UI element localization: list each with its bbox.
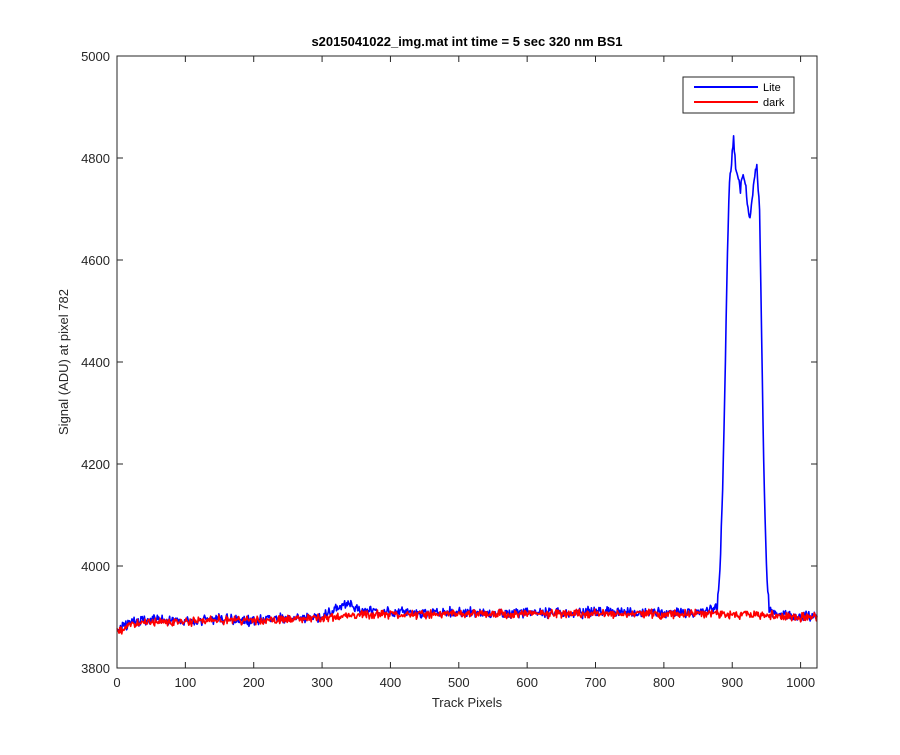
series-layer bbox=[116, 135, 818, 635]
y-tick-label: 4800 bbox=[81, 151, 110, 166]
y-axis-label: Signal (ADU) at pixel 782 bbox=[56, 289, 71, 435]
x-tick-label: 500 bbox=[448, 675, 470, 690]
ticks-layer: 0 100 200 300 400 500 600 700 800 900 1000 3800 4000… bbox=[81, 49, 817, 690]
x-tick-label: 1000 bbox=[786, 675, 815, 690]
y-tick-label: 4600 bbox=[81, 253, 110, 268]
x-axis-label: Track Pixels bbox=[432, 695, 503, 710]
x-tick-label: 800 bbox=[653, 675, 675, 690]
y-tick-label: 3800 bbox=[81, 661, 110, 676]
x-tick-label: 0 bbox=[113, 675, 120, 690]
y-tick-label: 4200 bbox=[81, 457, 110, 472]
legend: Lite dark bbox=[682, 76, 795, 114]
x-tick-label: 200 bbox=[243, 675, 265, 690]
x-tick-label: 900 bbox=[721, 675, 743, 690]
x-tick-label: 700 bbox=[585, 675, 607, 690]
legend-label-dark: dark bbox=[763, 97, 785, 109]
y-tick-label: 4000 bbox=[81, 559, 110, 574]
plot-area bbox=[117, 56, 817, 668]
legend-label-lite: Lite bbox=[763, 82, 781, 94]
y-tick-label: 5000 bbox=[81, 49, 110, 64]
legend-box bbox=[682, 76, 795, 114]
x-tick-label: 100 bbox=[175, 675, 197, 690]
x-tick-label: 300 bbox=[311, 675, 333, 690]
series-line-dark bbox=[116, 608, 818, 635]
series-line-lite bbox=[116, 135, 818, 634]
x-tick-label: 400 bbox=[380, 675, 402, 690]
x-tick-label: 600 bbox=[516, 675, 538, 690]
y-tick-label: 4400 bbox=[81, 355, 110, 370]
chart-title: s2015041022_img.mat int time = 5 sec 320… bbox=[311, 34, 622, 49]
